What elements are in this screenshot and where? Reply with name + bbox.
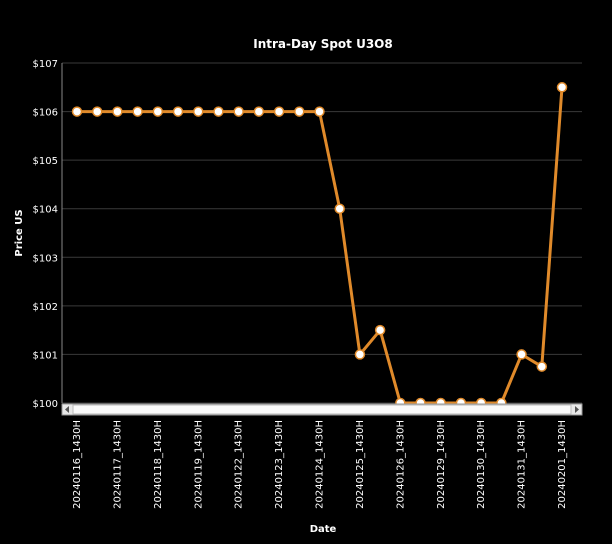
data-point [516,349,527,360]
data-point [253,106,265,117]
x-tick-label: 20240117_1430H [112,420,123,509]
y-tick-label: $104 [33,205,58,216]
data-point [273,106,285,117]
data-point [354,349,366,360]
data-point [172,106,184,117]
data-point [71,106,83,117]
y-tick-label: $101 [33,350,58,361]
x-tick-label: 20240129_1430H [436,420,447,509]
data-point [536,361,548,372]
data-point [556,82,568,93]
data-point [334,203,345,214]
data-point [233,106,244,117]
data-point [112,106,123,117]
x-tick-label: 20240131_1430H [517,420,528,509]
scrollbar-thumb[interactable] [72,404,572,415]
chart-title: Intra-Day Spot U3O8 [253,37,392,51]
scroll-left[interactable] [65,406,69,413]
x-axis-title: Date [310,524,337,535]
data-point [91,106,103,117]
x-tick-label: 20240126_1430H [395,420,406,509]
x-tick-label: 20240201_1430H [557,420,568,509]
y-tick-label: $106 [33,108,58,119]
scrollbar[interactable] [61,403,583,416]
data-point [314,106,325,117]
data-point [213,106,224,117]
data-point [374,324,386,336]
x-tick-label: 20240119_1430H [193,420,204,509]
x-tick-label: 20240116_1430H [72,420,83,509]
x-tick-label: 20240125_1430H [355,420,366,509]
y-tick-label: $100 [33,399,58,410]
y-axis-title: Price US [14,209,25,256]
x-tick-label: 20240124_1430H [315,420,326,509]
y-tick-label: $103 [33,253,58,264]
y-tick-label: $105 [33,156,58,167]
data-point [294,106,305,117]
x-tick-label: 20240123_1430H [274,420,285,509]
x-tick-label: 20240122_1430H [234,420,245,509]
y-tick-label: $102 [33,302,58,313]
x-tick-label: 20240118_1430H [153,420,164,509]
data-point [132,106,143,117]
x-tick-label: 20240130_1430H [476,420,487,509]
data-point [193,106,204,117]
data-point [152,106,164,117]
y-tick-label: $107 [33,59,58,70]
scroll-right[interactable] [575,406,579,413]
